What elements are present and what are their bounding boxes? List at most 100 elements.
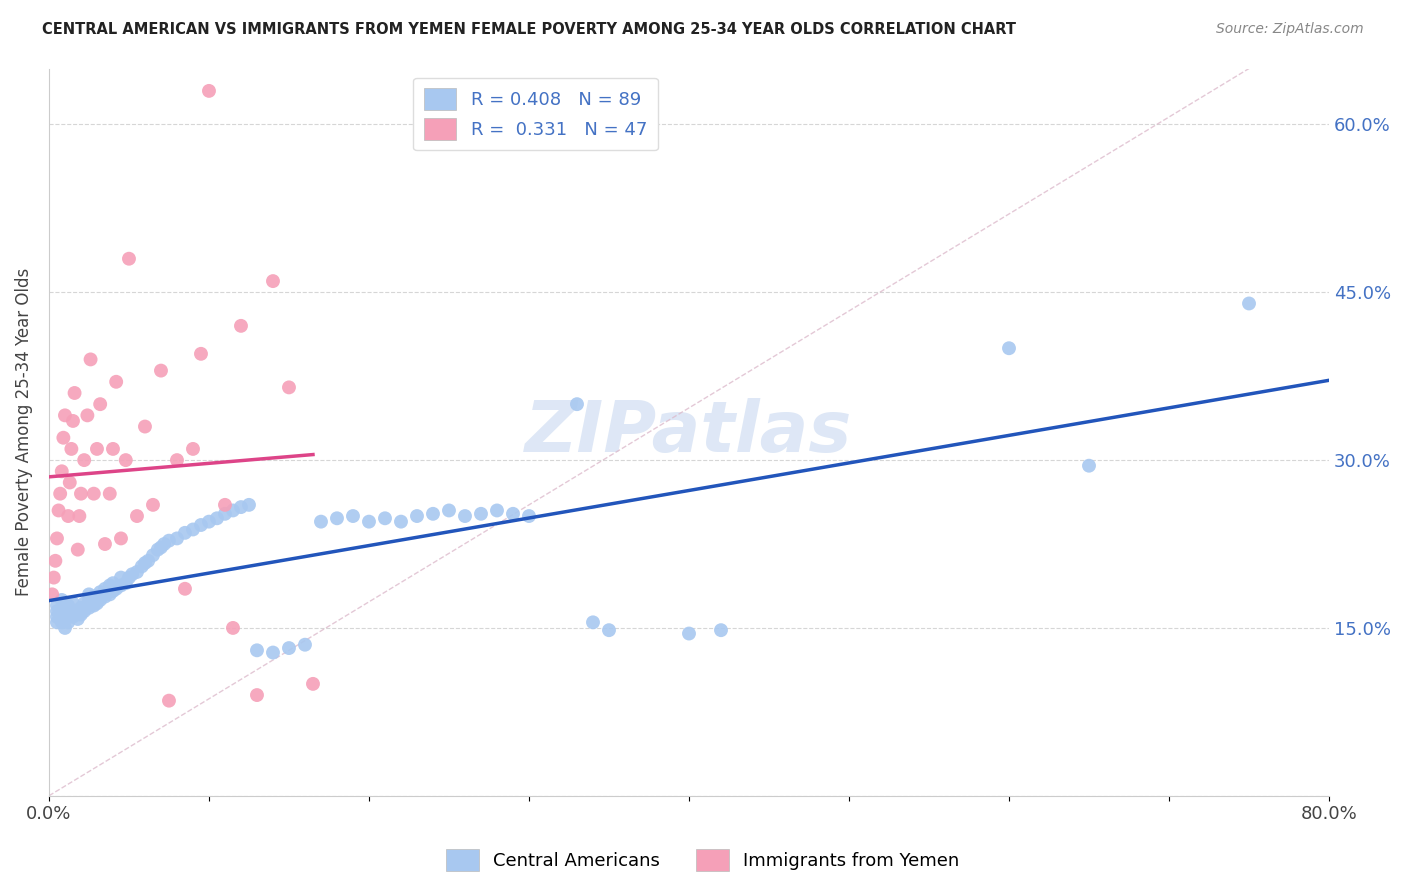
- Point: [66, 604, 89, 618]
- Point: [94, 590, 117, 604]
- Point: [66, 612, 89, 626]
- Point: [422, 507, 444, 521]
- Point: [214, 507, 236, 521]
- Point: [121, 567, 143, 582]
- Point: [51, 593, 73, 607]
- Point: [565, 397, 588, 411]
- Point: [77, 587, 100, 601]
- Point: [110, 571, 132, 585]
- Point: [83, 590, 105, 604]
- Point: [110, 532, 132, 546]
- Point: [454, 509, 477, 524]
- Text: ZIPatlas: ZIPatlas: [526, 398, 852, 467]
- Point: [262, 646, 284, 660]
- Point: [51, 464, 73, 478]
- Point: [98, 587, 121, 601]
- Point: [342, 509, 364, 524]
- Point: [73, 596, 96, 610]
- Point: [86, 596, 108, 610]
- Point: [77, 600, 100, 615]
- Point: [48, 503, 70, 517]
- Point: [76, 409, 98, 423]
- Point: [1078, 458, 1101, 473]
- Point: [153, 537, 176, 551]
- Point: [142, 548, 165, 562]
- Point: [73, 604, 96, 618]
- Point: [998, 341, 1021, 355]
- Point: [149, 363, 172, 377]
- Legend: R = 0.408   N = 89, R =  0.331   N = 47: R = 0.408 N = 89, R = 0.331 N = 47: [413, 78, 658, 151]
- Point: [470, 507, 492, 521]
- Point: [56, 509, 79, 524]
- Point: [46, 615, 69, 630]
- Point: [166, 453, 188, 467]
- Point: [485, 503, 508, 517]
- Point: [190, 518, 212, 533]
- Point: [118, 571, 141, 585]
- Point: [389, 515, 412, 529]
- Point: [51, 615, 73, 630]
- Point: [114, 453, 136, 467]
- Point: [89, 585, 111, 599]
- Point: [53, 599, 76, 613]
- Point: [105, 582, 128, 596]
- Point: [229, 500, 252, 514]
- Point: [190, 347, 212, 361]
- Point: [214, 498, 236, 512]
- Y-axis label: Female Poverty Among 25-34 Year Olds: Female Poverty Among 25-34 Year Olds: [15, 268, 32, 596]
- Point: [46, 532, 69, 546]
- Point: [174, 525, 197, 540]
- Point: [70, 486, 93, 500]
- Point: [125, 565, 148, 579]
- Point: [62, 596, 84, 610]
- Point: [46, 609, 69, 624]
- Point: [83, 599, 105, 613]
- Point: [67, 509, 90, 524]
- Point: [582, 615, 605, 630]
- Point: [278, 380, 301, 394]
- Point: [262, 274, 284, 288]
- Point: [134, 556, 156, 570]
- Point: [222, 503, 245, 517]
- Point: [146, 542, 169, 557]
- Point: [326, 511, 349, 525]
- Point: [56, 615, 79, 630]
- Point: [83, 486, 105, 500]
- Point: [63, 386, 86, 401]
- Point: [710, 623, 733, 637]
- Point: [149, 541, 172, 555]
- Point: [302, 677, 325, 691]
- Point: [46, 604, 69, 618]
- Point: [62, 609, 84, 624]
- Point: [229, 318, 252, 333]
- Point: [51, 604, 73, 618]
- Point: [86, 442, 108, 456]
- Point: [205, 511, 228, 525]
- Point: [278, 641, 301, 656]
- Point: [1237, 296, 1260, 310]
- Point: [51, 609, 73, 624]
- Point: [136, 554, 159, 568]
- Point: [56, 609, 79, 624]
- Point: [101, 576, 124, 591]
- Point: [406, 509, 429, 524]
- Text: Source: ZipAtlas.com: Source: ZipAtlas.com: [1216, 22, 1364, 37]
- Point: [94, 582, 117, 596]
- Point: [101, 584, 124, 599]
- Point: [118, 252, 141, 266]
- Point: [131, 559, 153, 574]
- Point: [125, 509, 148, 524]
- Point: [174, 582, 197, 596]
- Point: [246, 688, 269, 702]
- Point: [42, 571, 65, 585]
- Point: [73, 453, 96, 467]
- Point: [181, 523, 204, 537]
- Point: [44, 554, 66, 568]
- Point: [62, 604, 84, 618]
- Point: [198, 515, 221, 529]
- Point: [157, 533, 180, 548]
- Point: [49, 486, 72, 500]
- Point: [46, 599, 69, 613]
- Point: [89, 593, 111, 607]
- Point: [89, 397, 111, 411]
